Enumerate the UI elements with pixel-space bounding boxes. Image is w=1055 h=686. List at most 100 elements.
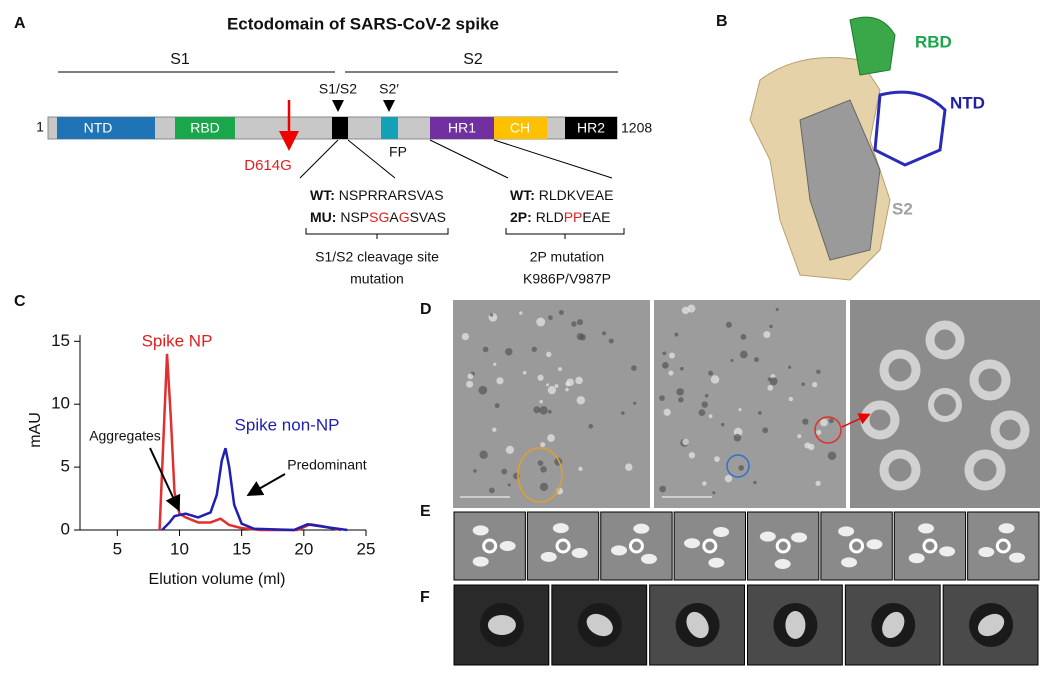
seq: MU: NSPSGAGSVAS — [310, 209, 446, 225]
lobe — [571, 548, 588, 559]
particle — [602, 331, 607, 336]
particle — [678, 397, 684, 403]
x-tick-label: 5 — [113, 539, 122, 558]
lobe — [908, 553, 925, 564]
particle — [505, 348, 513, 356]
series-line — [161, 447, 348, 532]
particle — [724, 474, 733, 483]
particle — [479, 450, 488, 459]
panel-label: E — [420, 503, 431, 520]
particle — [576, 396, 586, 405]
annotation-arrow — [246, 473, 286, 496]
class-average — [967, 511, 1040, 581]
particle — [775, 307, 779, 311]
particle — [547, 409, 552, 414]
particle — [662, 361, 669, 369]
particle — [879, 349, 921, 391]
s2-label: S2 — [892, 199, 913, 218]
particle — [537, 374, 544, 381]
particle — [571, 321, 577, 327]
particle — [702, 481, 707, 486]
x-axis-label: Elution volume (ml) — [149, 571, 286, 588]
ring — [702, 538, 718, 554]
lobe — [610, 545, 627, 556]
particle — [710, 375, 720, 384]
particle — [753, 480, 757, 485]
particle — [680, 366, 684, 371]
particle — [631, 365, 637, 371]
particle — [925, 320, 965, 360]
highlight — [517, 447, 563, 503]
particle — [767, 384, 774, 391]
particle — [494, 403, 500, 409]
domain-label: HR1 — [448, 120, 476, 136]
particle — [708, 414, 713, 419]
class-averages — [453, 584, 1039, 666]
arrowhead — [332, 100, 395, 112]
particle — [828, 418, 834, 424]
particle — [482, 346, 489, 353]
ring — [775, 538, 791, 554]
particle — [676, 388, 684, 396]
seq: 2P: RLDPPEAE — [510, 209, 610, 225]
particle — [725, 321, 732, 328]
x-tick-label: 15 — [232, 539, 251, 558]
domain-label: HR2 — [577, 120, 605, 136]
particle — [769, 377, 778, 386]
particle — [539, 406, 548, 415]
particle — [990, 410, 1030, 450]
particle — [545, 383, 550, 387]
start: 1 — [36, 119, 44, 135]
end: 1208 — [621, 120, 652, 136]
particle — [554, 384, 559, 388]
particle — [687, 304, 696, 313]
ring — [482, 538, 498, 554]
particle — [625, 463, 633, 471]
particle — [537, 460, 544, 466]
x-tick-label: 25 — [357, 539, 376, 558]
y-tick-label: 15 — [51, 331, 70, 350]
particle — [621, 411, 625, 415]
lobe — [540, 551, 557, 562]
particle — [753, 357, 760, 363]
particle — [565, 387, 569, 392]
s2prime-label: S2′ — [379, 81, 399, 97]
lobe — [499, 541, 516, 551]
particle — [489, 487, 495, 494]
particle — [738, 408, 742, 412]
particle — [669, 352, 675, 359]
lobe — [633, 523, 650, 534]
lobe — [713, 526, 730, 537]
particle — [682, 438, 689, 446]
s2-label: S2 — [463, 51, 483, 68]
y-tick-label: 10 — [51, 394, 70, 413]
particle — [566, 378, 574, 387]
particle — [531, 346, 537, 352]
particle — [788, 396, 794, 402]
particle — [539, 399, 543, 404]
particle-view — [882, 611, 905, 639]
particle-view — [586, 613, 613, 637]
particle — [964, 449, 1006, 491]
domain-label: CH — [510, 120, 530, 136]
particle — [575, 376, 583, 385]
micrograph — [453, 300, 650, 508]
lobe — [978, 547, 995, 558]
annotation: Aggregates — [89, 428, 161, 444]
particle — [762, 427, 769, 434]
particle — [769, 324, 773, 329]
seq: WT: NSPRRARSVAS — [310, 187, 444, 203]
s1s2-label: S1/S2 — [319, 81, 357, 97]
micrograph — [654, 300, 846, 508]
lobe — [998, 523, 1015, 534]
highlight — [814, 416, 842, 444]
lobe — [759, 531, 776, 542]
particle — [740, 334, 747, 340]
panel-label: B — [716, 13, 728, 30]
fp-label: FP — [389, 144, 407, 160]
caption: S1/S2 cleavage site — [315, 249, 439, 265]
particle — [714, 456, 720, 463]
y-tick-label: 0 — [61, 519, 70, 538]
particle — [588, 423, 594, 429]
